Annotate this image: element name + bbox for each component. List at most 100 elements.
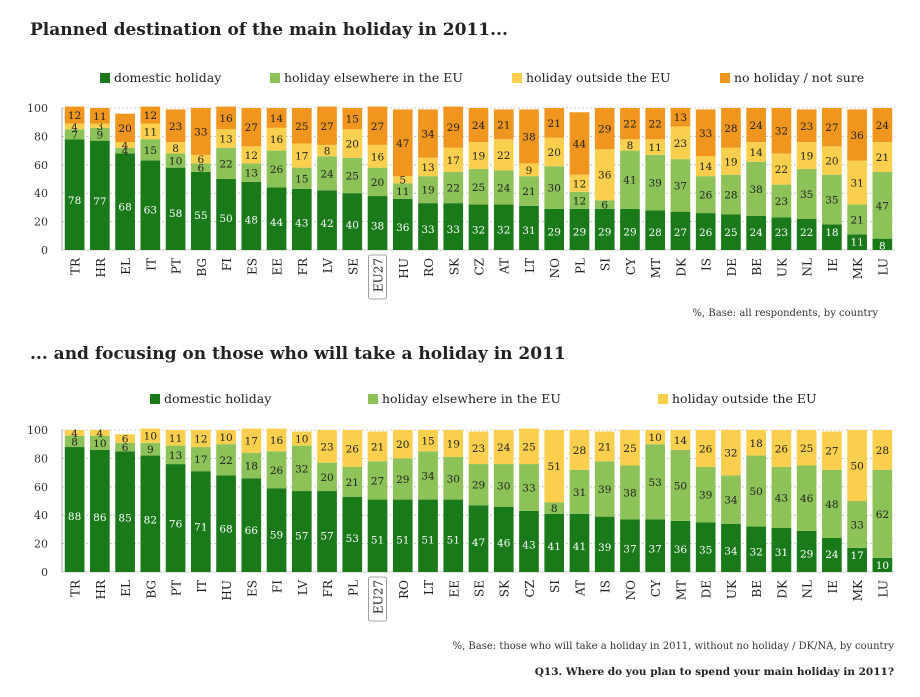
bar-eu (418, 451, 438, 500)
data-label-outside: 4 (71, 121, 78, 133)
category-label: SE (473, 580, 487, 597)
data-label-none: 23 (169, 121, 182, 133)
data-label-eu: 19 (421, 185, 434, 197)
data-label-outside: 4 (122, 140, 129, 152)
bar-domestic (645, 210, 666, 250)
data-label-outside: 16 (371, 151, 385, 163)
y-tick-label: 0 (41, 566, 48, 579)
bar-outside (847, 160, 867, 205)
data-label-outside: 8 (627, 140, 634, 152)
data-label-domestic: 10 (876, 560, 889, 572)
bar-domestic (115, 153, 135, 250)
bar-outside (418, 430, 438, 452)
bar-outside (367, 144, 388, 168)
bar-domestic (645, 519, 666, 572)
category-label: LT (523, 258, 537, 273)
bar-outside (771, 430, 792, 467)
data-label-eu: 13 (245, 168, 258, 180)
data-label-outside: 23 (674, 138, 687, 150)
bar-domestic (90, 140, 110, 250)
bar-outside (317, 144, 337, 157)
data-label-eu: 8 (71, 436, 78, 448)
data-label-outside: 4 (97, 428, 104, 440)
data-label-none: 27 (320, 121, 333, 133)
data-label-eu: 24 (497, 183, 511, 195)
data-label-none: 23 (800, 121, 813, 133)
category-label: HU (220, 580, 234, 601)
data-label-eu: 46 (800, 493, 814, 505)
bar-domestic (64, 447, 85, 572)
y-tick-label: 20 (34, 538, 48, 551)
category-label: IS (700, 258, 714, 271)
category-label: PL (346, 580, 360, 596)
data-label-outside: 28 (876, 445, 889, 457)
data-label-outside: 27 (825, 446, 838, 458)
data-label-domestic: 51 (396, 534, 409, 546)
data-label-outside: 20 (548, 147, 561, 159)
category-label: SK (447, 257, 461, 275)
data-label-outside: 10 (219, 432, 232, 444)
data-label-domestic: 53 (346, 533, 359, 545)
bar-eu (216, 147, 236, 179)
category-label: HR (94, 257, 108, 277)
data-label-outside: 11 (144, 126, 157, 138)
data-label-none: 33 (699, 128, 712, 140)
bar-eu (317, 462, 337, 492)
category-label: NL (801, 258, 815, 277)
bar-outside (165, 142, 186, 154)
category-label: BG (195, 258, 209, 277)
bar-domestic (342, 496, 363, 572)
bar-eu (115, 442, 135, 452)
bar-eu (695, 466, 716, 523)
data-label-domestic: 68 (219, 524, 232, 536)
data-label-eu: 15 (144, 145, 157, 157)
data-label-none: 32 (775, 126, 788, 138)
data-label-domestic: 85 (118, 513, 131, 525)
bar-eu (721, 475, 741, 524)
data-label-domestic: 31 (775, 547, 788, 559)
highlight-box (368, 576, 387, 622)
data-label-outside: 14 (749, 147, 763, 159)
bar-eu (216, 444, 236, 476)
data-label-none: 24 (876, 120, 890, 132)
data-label-eu: 39 (699, 490, 712, 502)
data-label-outside: 36 (598, 170, 612, 182)
bar-domestic (670, 520, 691, 572)
bar-none (291, 108, 312, 144)
data-label-eu: 26 (270, 465, 284, 477)
data-label-eu: 30 (548, 183, 561, 195)
question-footnote: Q13. Where do you plan to spend your mai… (534, 666, 894, 678)
data-label-none: 14 (270, 113, 284, 125)
category-label: RO (397, 580, 411, 599)
bar-domestic (468, 204, 489, 250)
category-label: RO (422, 258, 436, 277)
data-label-eu: 38 (749, 184, 762, 196)
bar-domestic (847, 234, 867, 250)
bar-eu (291, 445, 312, 492)
bar-domestic (367, 499, 388, 572)
data-label-outside: 12 (245, 150, 258, 162)
bar-eu (519, 176, 539, 206)
data-label-eu: 6 (122, 442, 129, 454)
data-label-domestic: 39 (598, 542, 611, 554)
bar-domestic (569, 208, 590, 250)
data-label-eu: 22 (447, 183, 460, 195)
legend-label-eu: holiday elsewhere in the EU (284, 70, 463, 85)
legend-label-none: no holiday / not sure (734, 70, 864, 85)
data-label-eu: 9 (147, 444, 154, 456)
data-label-domestic: 38 (371, 221, 384, 233)
bar-eu (493, 464, 514, 507)
data-label-domestic: 32 (497, 225, 510, 237)
bar-none (342, 108, 363, 130)
data-label-outside: 16 (270, 134, 284, 146)
category-label: EL (119, 258, 133, 275)
bar-domestic (216, 179, 236, 250)
data-label-eu: 7 (71, 129, 78, 141)
bar-outside (291, 143, 312, 168)
bar-domestic (544, 208, 565, 250)
bar-domestic (165, 167, 186, 250)
data-label-outside: 9 (526, 165, 533, 177)
bar-eu (165, 153, 186, 168)
data-label-outside: 20 (346, 139, 359, 151)
data-label-eu: 22 (219, 158, 232, 170)
